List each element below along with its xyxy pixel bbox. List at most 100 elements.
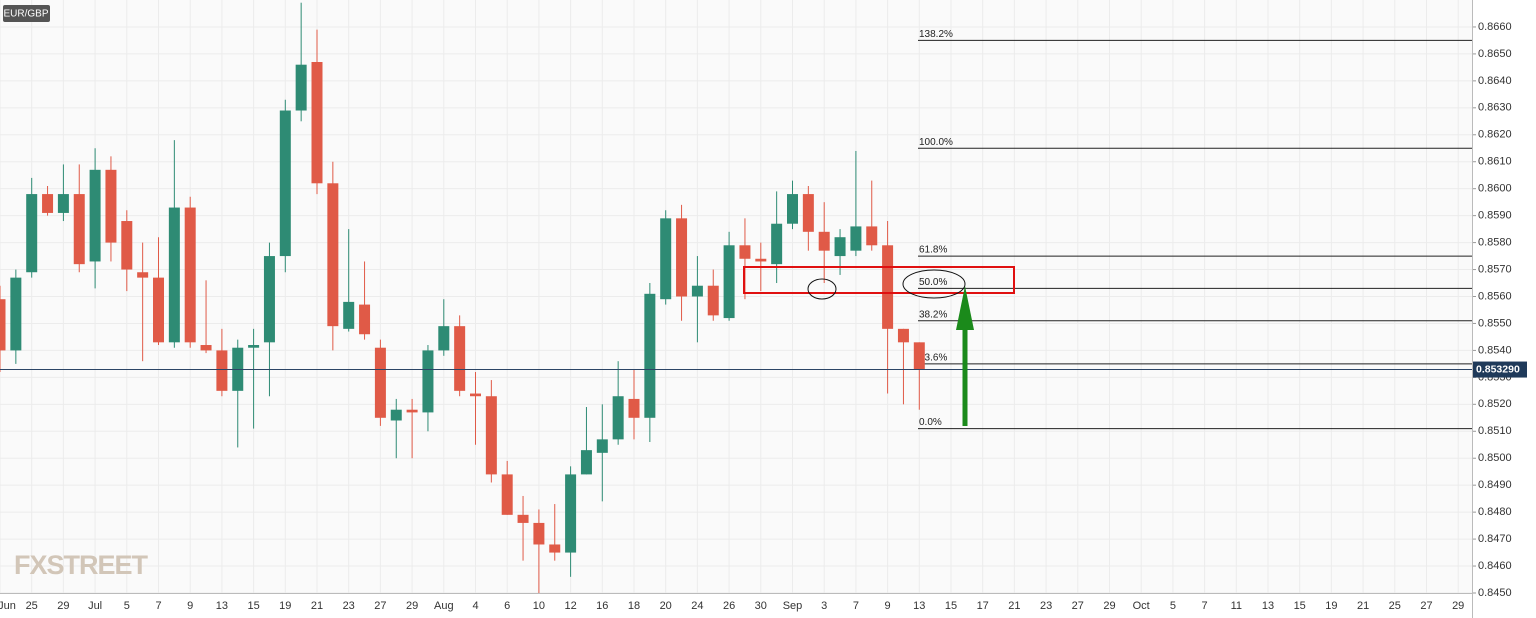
x-tick-label: 27 xyxy=(1420,600,1432,612)
x-tick-label: 13 xyxy=(216,600,228,612)
x-tick-label: 27 xyxy=(1072,600,1084,612)
candle-body xyxy=(279,110,291,257)
candle-body xyxy=(549,544,561,553)
candle-body xyxy=(565,474,577,553)
candle-body xyxy=(359,304,371,335)
x-tick-label: 7 xyxy=(1202,600,1208,612)
x-tick-label: 15 xyxy=(1294,600,1306,612)
x-tick-label: 6 xyxy=(504,600,510,612)
candle-body xyxy=(26,194,38,273)
fib-label: 100.0% xyxy=(919,137,953,148)
y-tick-label: 0.8450 xyxy=(1478,587,1512,599)
last-price-box xyxy=(1473,361,1527,378)
candle-body xyxy=(422,350,434,413)
candle-body xyxy=(168,207,180,343)
x-tick-label: 29 xyxy=(1103,600,1115,612)
fib-label: 50.0% xyxy=(919,277,947,288)
candle-body xyxy=(406,409,418,413)
x-tick-label: 9 xyxy=(187,600,193,612)
y-tick-label: 0.8660 xyxy=(1478,21,1512,33)
y-tick-label: 0.8460 xyxy=(1478,560,1512,572)
candle-body xyxy=(200,345,212,351)
y-tick-label: 0.8550 xyxy=(1478,317,1512,329)
y-tick-label: 0.8580 xyxy=(1478,236,1512,248)
candle-body xyxy=(771,223,783,265)
x-tick-label: 27 xyxy=(374,600,386,612)
x-tick-label: 19 xyxy=(279,600,291,612)
candle-body xyxy=(755,258,767,262)
x-tick-label: 21 xyxy=(1357,600,1369,612)
y-tick-label: 0.8490 xyxy=(1478,479,1512,491)
candle-body xyxy=(454,326,466,391)
x-tick-label: 20 xyxy=(660,600,672,612)
candle-body xyxy=(263,256,275,343)
y-tick-label: 0.8630 xyxy=(1478,102,1512,114)
candle-body xyxy=(153,277,164,343)
x-tick-label: 5 xyxy=(1170,600,1176,612)
y-tick-label: 0.8570 xyxy=(1478,263,1512,275)
x-tick-label: Aug xyxy=(434,600,454,612)
symbol-badge xyxy=(3,5,50,22)
symbol: EUR/GBP xyxy=(3,9,48,20)
candle-body xyxy=(517,514,529,523)
x-tick-label: 10 xyxy=(533,600,545,612)
fib-label: 0.0% xyxy=(919,417,942,428)
candle-body xyxy=(913,342,925,370)
x-tick-label: 9 xyxy=(885,600,891,612)
candle-body xyxy=(660,218,672,300)
x-tick-label: 13 xyxy=(913,600,925,612)
x-tick-label: 3 xyxy=(821,600,827,612)
x-tick-label: Jun xyxy=(0,600,16,612)
candle-body xyxy=(834,237,846,257)
x-tick-label: 26 xyxy=(723,600,735,612)
y-tick-label: 0.8590 xyxy=(1478,210,1512,222)
candle-body xyxy=(691,285,703,297)
y-tick-label: 0.8600 xyxy=(1478,183,1512,195)
watermark: FXSTREET xyxy=(14,550,149,580)
candle-body xyxy=(787,194,798,224)
candle-body xyxy=(612,396,624,440)
candle-body xyxy=(248,345,260,348)
x-tick-label: 15 xyxy=(945,600,957,612)
y-tick-label: 0.8500 xyxy=(1478,452,1512,464)
candle-body xyxy=(596,439,608,453)
candle-body xyxy=(628,398,640,418)
x-tick-label: 25 xyxy=(1389,600,1401,612)
candle-body xyxy=(866,226,878,246)
circle-marker xyxy=(807,278,837,300)
x-tick-label: 12 xyxy=(564,600,576,612)
candle-body xyxy=(739,245,751,259)
candle-body xyxy=(137,272,149,278)
candle-body xyxy=(390,409,402,421)
candle-body xyxy=(644,293,656,418)
candle-body xyxy=(501,474,513,515)
candle-body xyxy=(0,299,6,351)
x-tick-label: 19 xyxy=(1325,600,1337,612)
x-tick-label: Sep xyxy=(783,600,803,612)
candle-body xyxy=(438,326,450,351)
candle-body xyxy=(73,194,85,265)
fib-label: 61.8% xyxy=(919,245,947,256)
x-tick-label: 7 xyxy=(155,600,161,612)
candle-body xyxy=(374,347,386,418)
candle-body xyxy=(311,61,323,184)
candle-body xyxy=(580,450,592,475)
candle-body xyxy=(57,194,69,213)
x-tick-label: 5 xyxy=(124,600,130,612)
x-tick-label: Jul xyxy=(88,600,102,612)
x-tick-label: 21 xyxy=(311,600,323,612)
fibonacci: 138.2% 100.0% 61.8% 50.0% 38.2% 23.6% 0.0% xyxy=(918,29,1472,430)
candle-body xyxy=(533,522,545,545)
y-tick-label: 0.8520 xyxy=(1478,398,1512,410)
y-tick-label: 0.8620 xyxy=(1478,129,1512,141)
candle-body xyxy=(10,277,22,351)
candle-body xyxy=(89,169,101,262)
y-tick-label: 0.8470 xyxy=(1478,533,1512,545)
x-tick-label: 29 xyxy=(57,600,69,612)
candle-body xyxy=(897,328,909,343)
x-tick-label: 24 xyxy=(691,600,703,612)
circle-marker xyxy=(902,269,966,299)
overlay: 0.853290 xyxy=(0,361,1527,378)
y-tick-label: 0.8560 xyxy=(1478,290,1512,302)
x-tick-label: 25 xyxy=(26,600,38,612)
